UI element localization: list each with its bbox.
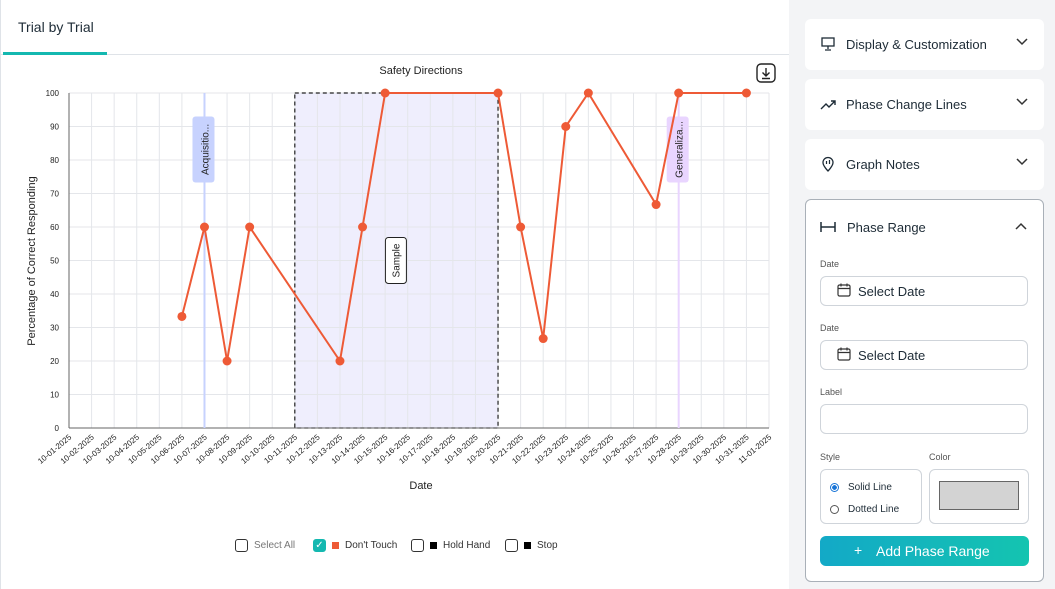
phase-range-title: Phase Range: [847, 220, 926, 235]
radio-label: Solid Line: [848, 482, 892, 493]
add-phase-range-button[interactable]: + Add Phase Range: [820, 536, 1029, 566]
color-picker: [929, 469, 1029, 524]
download-icon[interactable]: [756, 63, 776, 83]
legend-select-all[interactable]: Select All: [235, 536, 295, 554]
legend-dont-touch[interactable]: ✓ Don't Touch: [313, 536, 397, 554]
phase-range-label-box: [384, 237, 407, 284]
settings-sidebar: Display & Customization Phase Change Lin…: [789, 0, 1055, 589]
data-point: [222, 356, 232, 366]
data-point: [516, 222, 526, 232]
trend-icon: [819, 96, 837, 114]
data-point: [493, 88, 503, 98]
tab-trial-by-trial[interactable]: Trial by Trial: [3, 0, 107, 55]
data-point: [561, 122, 571, 131]
chart-title: Safety Directions: [379, 65, 463, 77]
data-point: [358, 222, 368, 232]
data-point: [741, 88, 751, 98]
legend-hold-hand[interactable]: Hold Hand: [411, 536, 490, 554]
start-date-label: Date: [820, 259, 840, 269]
color-swatch[interactable]: [939, 481, 1019, 510]
line-chart: 010203040506070809010010-01-202510-02-20…: [26, 63, 776, 492]
legend-label: Hold Hand: [443, 539, 491, 551]
plus-icon: +: [854, 542, 863, 558]
display-customization-card[interactable]: Display & Customization: [805, 19, 1044, 70]
card-label: Graph Notes: [846, 157, 920, 172]
phase-label-box: [666, 116, 689, 183]
hold-hand-checkbox[interactable]: [411, 538, 424, 552]
color-label: Color: [929, 452, 951, 462]
tab-label: Trial by Trial: [18, 19, 94, 35]
legend-stop[interactable]: Stop: [505, 536, 558, 554]
phase-range-panel: Phase Range Date Select Date Date Select…: [805, 199, 1044, 582]
y-tick-label: 0: [55, 424, 60, 433]
date-value: Select Date: [858, 348, 926, 363]
y-tick-label: 60: [50, 223, 59, 232]
range-icon: [820, 220, 836, 236]
y-tick-label: 50: [50, 257, 59, 266]
data-point: [674, 88, 684, 98]
y-tick-label: 20: [50, 357, 59, 366]
tab-bar: Trial by Trial: [1, 0, 790, 55]
y-tick-label: 80: [50, 156, 59, 165]
line-style-group: Solid Line Dotted Line: [820, 469, 922, 524]
y-tick-label: 90: [50, 123, 59, 132]
legend-swatch: [524, 541, 531, 549]
label-input[interactable]: [820, 404, 1028, 434]
button-label: Add Phase Range: [876, 543, 990, 559]
select-all-checkbox[interactable]: [235, 538, 248, 552]
dotted-line-radio[interactable]: [830, 505, 839, 514]
phase-change-label: Acquisitio...: [200, 124, 211, 175]
solid-line-radio[interactable]: [830, 483, 839, 492]
stop-checkbox[interactable]: [505, 538, 518, 552]
data-point: [335, 356, 345, 366]
date-value: Select Date: [858, 284, 926, 299]
phase-label-box: [192, 116, 215, 183]
data-point: [380, 88, 390, 98]
y-axis-label: Percentage of Correct Responding: [26, 176, 38, 345]
data-point: [583, 88, 593, 98]
chevron-up-icon[interactable]: [1015, 219, 1027, 233]
card-label: Phase Change Lines: [846, 97, 967, 112]
phase-range-label: Sample: [391, 243, 402, 277]
data-point: [651, 200, 661, 210]
data-point: [177, 311, 187, 321]
y-tick-label: 100: [46, 89, 60, 98]
style-label: Style: [820, 452, 841, 462]
radio-label: Dotted Line: [848, 504, 900, 515]
legend-label: Select All: [254, 539, 296, 551]
data-point: [199, 222, 209, 232]
y-tick-label: 10: [50, 391, 59, 400]
dont-touch-checkbox[interactable]: ✓: [313, 538, 326, 552]
calendar-icon: [837, 347, 851, 364]
graph-panel: Trial by Trial 0 10 20 30 40 50 60 70 80 90 100 10-…: [0, 0, 790, 589]
legend-swatch: [430, 541, 437, 549]
start-date-picker[interactable]: Select Date: [820, 276, 1028, 306]
y-tick-label: 70: [50, 190, 59, 199]
y-tick-label: 30: [50, 324, 59, 333]
graph-notes-card[interactable]: Graph Notes: [805, 139, 1044, 190]
presentation-icon: [819, 36, 837, 54]
legend-label: Don't Touch: [345, 539, 398, 551]
note-pin-icon: [819, 156, 837, 174]
download-icon-arrow: [762, 68, 770, 80]
card-label: Display & Customization: [846, 37, 987, 52]
legend-label: Stop: [537, 539, 558, 551]
phase-change-lines-card[interactable]: Phase Change Lines: [805, 79, 1044, 130]
data-point: [245, 222, 255, 232]
chevron-down-icon: [1016, 95, 1028, 109]
legend-swatch: [332, 541, 339, 549]
data-point: [538, 334, 548, 344]
end-date-picker[interactable]: Select Date: [820, 340, 1028, 370]
end-date-label: Date: [820, 323, 840, 333]
label-field-label: Label: [820, 387, 843, 397]
x-axis-label: Date: [409, 480, 432, 492]
chevron-down-icon: [1016, 155, 1028, 169]
calendar-icon: [837, 283, 851, 300]
phase-change-label: Generaliza...: [675, 121, 686, 178]
chevron-down-icon: [1016, 35, 1028, 49]
y-tick-label: 40: [50, 290, 59, 299]
